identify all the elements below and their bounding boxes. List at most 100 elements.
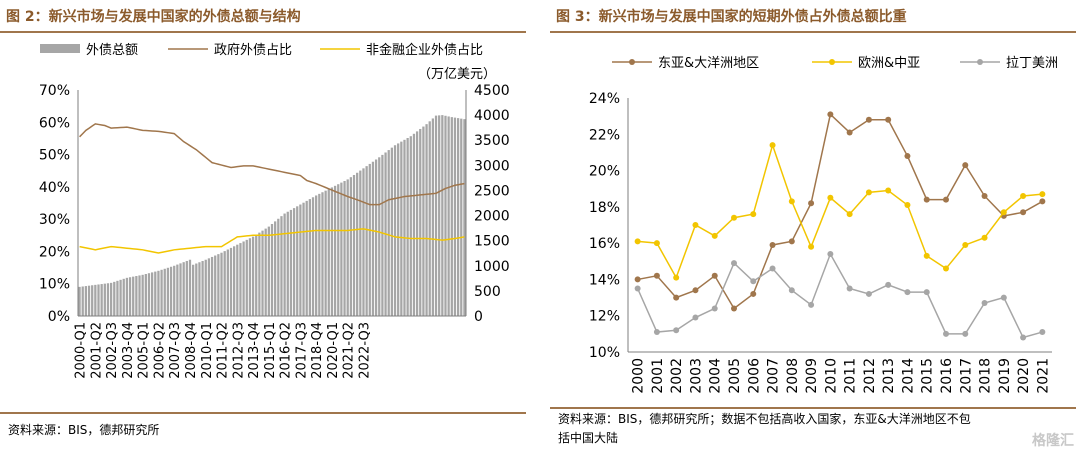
debt-bar bbox=[226, 249, 229, 316]
legend-label: 非金融企业外债占比 bbox=[366, 42, 483, 58]
data-point bbox=[846, 129, 853, 136]
debt-bar bbox=[223, 251, 226, 316]
external-debt-chart: 外债总额 政府外债占比 非金融企业外债占比 （万亿美元） 0% 10% 20% 30% 40% 5… bbox=[39, 42, 510, 379]
data-point bbox=[750, 290, 757, 297]
data-point bbox=[962, 162, 969, 169]
figure-3-source: 资料来源：BIS，德邦研究所；数据不包括高收入国家，东亚&大洋洲地区不包 括中国… bbox=[558, 410, 971, 448]
debt-bar bbox=[456, 118, 460, 317]
debt-bar bbox=[258, 232, 261, 316]
debt-bar bbox=[453, 117, 457, 317]
title-rule bbox=[0, 31, 526, 33]
data-point bbox=[673, 294, 680, 301]
debt-bar bbox=[91, 285, 94, 316]
debt-bar bbox=[274, 221, 277, 316]
legend-marker bbox=[629, 59, 635, 65]
data-point bbox=[865, 116, 872, 123]
x-tick-label: 2020 bbox=[1016, 358, 1032, 394]
debt-bar bbox=[141, 274, 144, 316]
data-point bbox=[1039, 329, 1046, 336]
left-tick-label: 40% bbox=[39, 180, 70, 196]
debt-bar bbox=[397, 143, 400, 316]
debt-bar bbox=[204, 259, 207, 316]
debt-bar bbox=[460, 118, 463, 316]
line-series bbox=[634, 111, 1046, 312]
chart-legend: 外债总额 政府外债占比 非金融企业外债占比 bbox=[40, 42, 483, 58]
debt-bar bbox=[349, 177, 352, 316]
data-point bbox=[827, 111, 834, 118]
watermark: 格隆汇 bbox=[1032, 433, 1074, 449]
right-tick-label: 3000 bbox=[474, 158, 510, 174]
debt-bar bbox=[160, 269, 163, 316]
data-point bbox=[634, 285, 641, 292]
debt-bar bbox=[406, 138, 409, 316]
debt-bar bbox=[299, 204, 302, 316]
debt-bar bbox=[267, 226, 270, 316]
debt-bar bbox=[220, 252, 223, 316]
debt-bar bbox=[207, 258, 211, 316]
data-point bbox=[788, 198, 795, 205]
figure-2-title: 图 2：新兴市场与发展中国家的外债总额与结构 bbox=[6, 9, 301, 25]
debt-bar bbox=[97, 284, 100, 316]
debt-bar bbox=[387, 150, 390, 316]
x-tick-label: 2021-Q2 bbox=[342, 322, 357, 379]
legend-label: 东亚&大洋洲地区 bbox=[658, 56, 759, 71]
title-rule bbox=[550, 31, 1076, 33]
x-tick-label: 2011 bbox=[843, 358, 859, 394]
data-point bbox=[711, 305, 718, 312]
debt-bar bbox=[431, 118, 435, 317]
debt-bar bbox=[113, 281, 116, 316]
data-point bbox=[981, 192, 988, 199]
debt-bar bbox=[362, 168, 365, 316]
debt-bar bbox=[236, 244, 239, 316]
debt-bar bbox=[81, 286, 84, 316]
debt-bar bbox=[289, 209, 293, 316]
y-tick-label: 22% bbox=[589, 127, 620, 143]
x-tick-label: 2022-Q3 bbox=[358, 322, 373, 379]
y-tick-label: 20% bbox=[589, 164, 620, 180]
data-point bbox=[904, 289, 911, 296]
x-tick-label: 2000 bbox=[631, 358, 647, 394]
data-point bbox=[692, 222, 699, 228]
debt-bar bbox=[182, 262, 185, 316]
x-tick-label: 2012 bbox=[862, 358, 878, 394]
data-point bbox=[673, 274, 680, 281]
data-point bbox=[788, 287, 795, 294]
debt-bar bbox=[261, 230, 264, 316]
debt-bar bbox=[94, 284, 97, 316]
data-point bbox=[923, 252, 930, 259]
data-point bbox=[750, 278, 757, 285]
debt-bar bbox=[188, 259, 192, 316]
data-point bbox=[634, 276, 641, 283]
debt-bar bbox=[150, 272, 154, 316]
debt-bar bbox=[311, 197, 315, 316]
x-tick-label: 2016-Q2 bbox=[279, 322, 294, 379]
x-tick-label: 2004 bbox=[708, 358, 724, 394]
debt-bar bbox=[144, 274, 147, 316]
debt-bar bbox=[400, 141, 403, 316]
right-tick-label: 2500 bbox=[474, 183, 510, 199]
x-tick-label: 2001 bbox=[650, 358, 666, 394]
debt-bar bbox=[305, 200, 308, 316]
x-tick-label: 2002 bbox=[669, 358, 685, 394]
x-tick-label: 2011-Q2 bbox=[216, 322, 231, 379]
data-point bbox=[885, 187, 892, 194]
data-point bbox=[634, 238, 641, 245]
x-tick-label: 2003 bbox=[689, 358, 705, 394]
data-point bbox=[923, 289, 930, 296]
debt-bar bbox=[255, 234, 258, 316]
debt-bar bbox=[132, 276, 135, 316]
debt-bar bbox=[438, 115, 441, 316]
debt-bar bbox=[333, 185, 337, 316]
x-tick-label: 2012-Q3 bbox=[231, 322, 246, 379]
data-point bbox=[808, 200, 815, 207]
debt-bar bbox=[100, 284, 103, 316]
y-tick-label: 24% bbox=[589, 91, 620, 107]
debt-bar bbox=[87, 285, 91, 316]
data-point bbox=[981, 300, 988, 307]
debt-bar bbox=[163, 268, 166, 316]
right-tick-label: 0 bbox=[474, 309, 483, 325]
debt-bar bbox=[434, 115, 438, 316]
debt-bar bbox=[109, 282, 113, 316]
debt-bar bbox=[308, 199, 311, 316]
right-tick-label: 4500 bbox=[474, 83, 510, 99]
